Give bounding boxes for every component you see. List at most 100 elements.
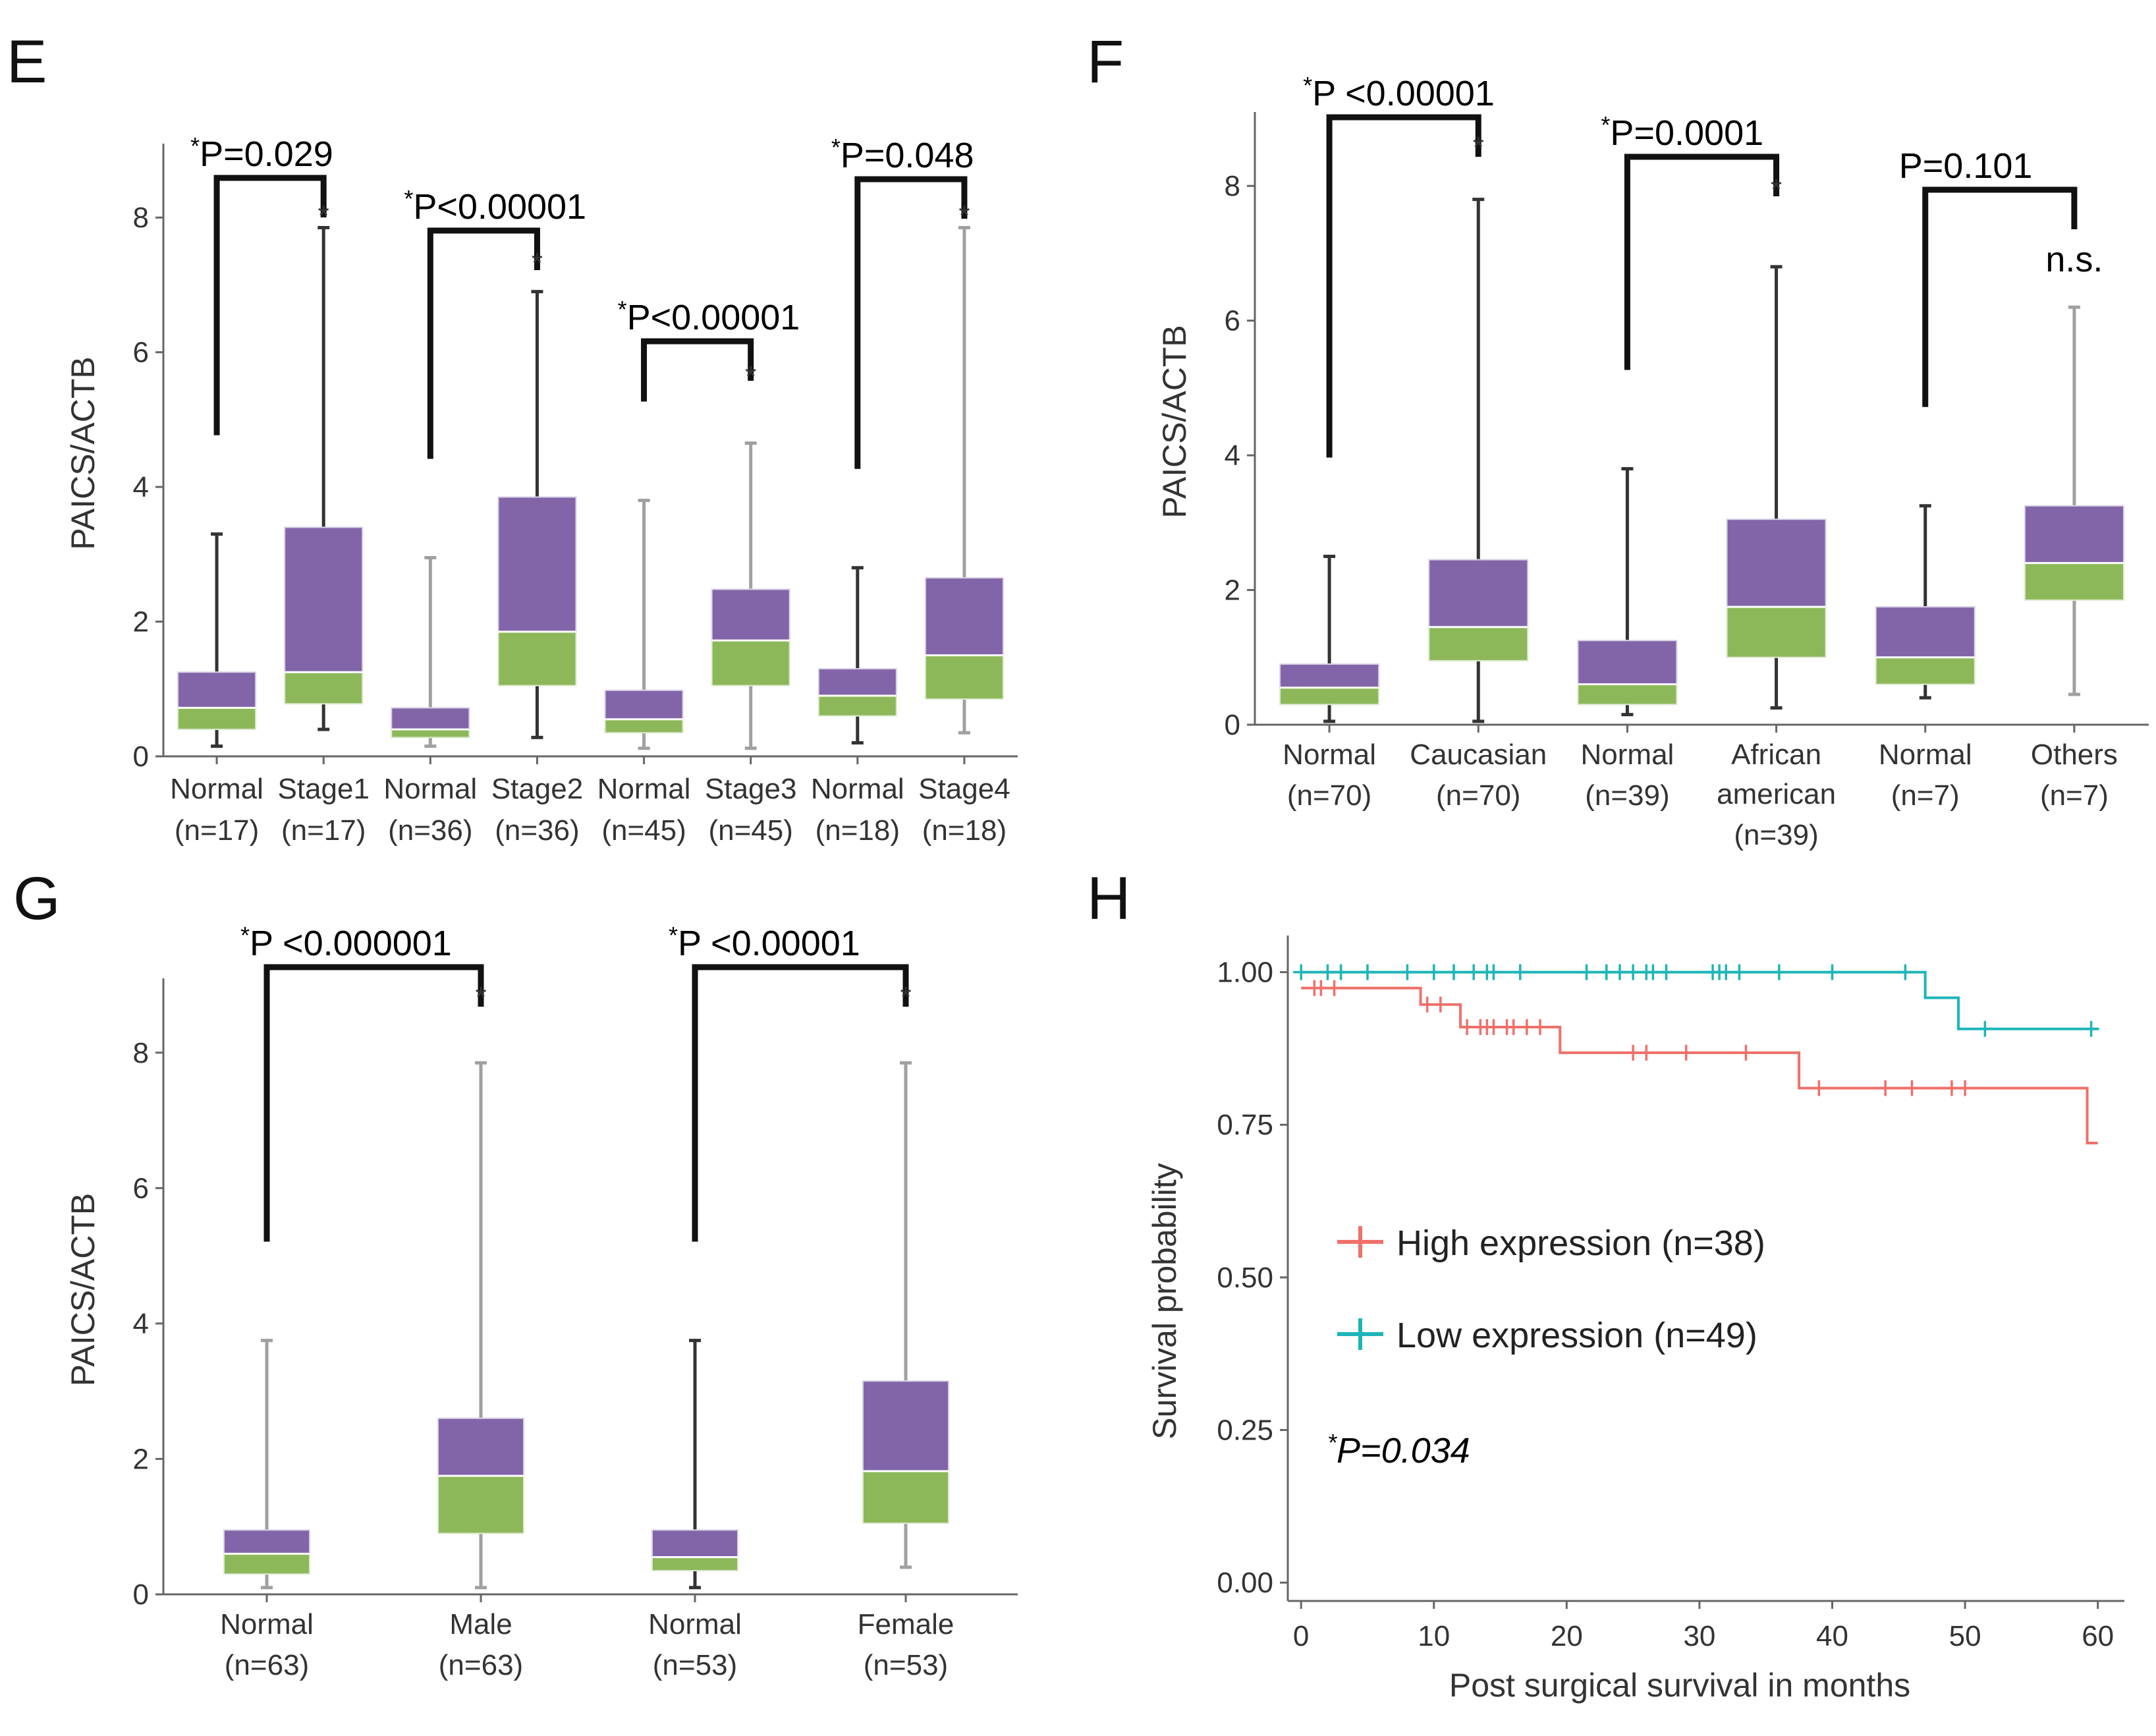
- x-category-count: (n=63): [439, 1649, 523, 1681]
- p-value-label: P=0.101: [1899, 146, 2033, 186]
- km-x-tick-label: 30: [1683, 1620, 1715, 1652]
- significance-star: *: [745, 360, 756, 393]
- box-lower-quartile: [391, 729, 470, 739]
- p-value-text: P <0.00001: [678, 924, 860, 963]
- panel-f-boxplot-race: 0 2 4 6 8 PAICS/ACTB Normal (n=70) Caucasian (n=7…: [1156, 72, 2149, 851]
- x-category-count: (n=17): [281, 814, 366, 847]
- x-category-count: (n=70): [1436, 779, 1520, 812]
- p-value-label: *P<0.00001: [404, 185, 586, 227]
- km-censor-mark: [1811, 1080, 1827, 1096]
- box-upper-quartile: [1428, 559, 1529, 628]
- box-lower-quartile: [1577, 683, 1678, 706]
- box-upper-quartile: [1875, 606, 1976, 658]
- y-tick-label: 2: [1225, 574, 1240, 607]
- x-category-label: Normal: [170, 773, 263, 805]
- box-upper-quartile: [177, 671, 257, 709]
- p-value-star: *: [404, 185, 413, 212]
- y-tick-label: 2: [133, 1443, 149, 1475]
- km-censor-mark: [1466, 964, 1482, 980]
- km-censor-mark: [1611, 964, 1628, 980]
- p-value-text: P=0.0001: [1610, 113, 1763, 153]
- km-x-axis-label: Post surgical survival in months: [1449, 1667, 1910, 1704]
- x-category-label: Stage1: [277, 773, 369, 805]
- x-category-count: (n=39): [1585, 779, 1669, 812]
- x-category-count: (n=36): [495, 814, 579, 847]
- km-y-tick-label: 0.75: [1217, 1109, 1273, 1141]
- panel-letter-h: H: [1087, 865, 1130, 932]
- box-lower-quartile: [437, 1475, 524, 1534]
- p-value-star: *: [240, 922, 250, 949]
- km-x-tick-label: 20: [1551, 1620, 1583, 1652]
- box-lower-quartile: [651, 1556, 738, 1572]
- box-upper-quartile: [391, 707, 470, 731]
- p-value-star: *: [831, 134, 841, 161]
- y-tick-label: 4: [133, 471, 149, 503]
- km-censor-mark: [1877, 1080, 1894, 1096]
- km-censor-mark: [1313, 980, 1329, 996]
- p-value-star: *: [1303, 72, 1312, 99]
- km-censor-mark: [1293, 964, 1310, 980]
- x-category-count: (n=17): [175, 814, 259, 847]
- x-category-label: Female: [858, 1608, 954, 1640]
- box-lower-quartile: [862, 1470, 949, 1525]
- box-upper-quartile: [1726, 518, 1827, 608]
- km-x-tick-label: 0: [1293, 1620, 1309, 1652]
- legend-label-high: High expression (n=38): [1396, 1223, 1765, 1263]
- x-category-label: Normal: [383, 773, 477, 805]
- km-censor-mark: [1731, 964, 1748, 980]
- y-tick-label: 2: [133, 606, 149, 638]
- box-upper-quartile: [437, 1417, 524, 1477]
- km-censor-mark: [1518, 1019, 1535, 1035]
- km-censor-mark: [1625, 1044, 1642, 1061]
- p-value-text: P <0.00001: [1312, 74, 1495, 113]
- p-value-text: P <0.000001: [250, 924, 452, 963]
- km-censor-mark: [1505, 1019, 1522, 1035]
- km-censor-mark: [1419, 996, 1435, 1013]
- panel-letter-e: E: [7, 28, 47, 96]
- p-value-label: *P=0.048: [831, 134, 974, 175]
- km-p-value-star: *: [1327, 1429, 1337, 1456]
- km-censor-mark: [1718, 964, 1734, 980]
- x-category-label: Normal: [1283, 739, 1376, 771]
- p-value-label: *P=0.0001: [1601, 111, 1763, 153]
- km-censor-mark: [1485, 1019, 1502, 1035]
- x-category-count: (n=7): [2040, 779, 2109, 812]
- km-p-value-text: P=0.034: [1337, 1431, 1470, 1470]
- x-category-label: Normal: [220, 1608, 314, 1640]
- km-censor-mark: [1425, 964, 1442, 980]
- p-value-star: *: [669, 922, 678, 949]
- box-upper-quartile: [651, 1529, 738, 1558]
- km-curve-high: [1301, 986, 2098, 1145]
- km-censor-mark: [1485, 964, 1502, 980]
- km-censor-mark: [1771, 964, 1787, 980]
- km-censor-mark: [1625, 964, 1642, 980]
- x-category-label: Stage4: [918, 773, 1010, 805]
- x-category-label-cont: american: [1717, 778, 1836, 810]
- p-value-text: P=0.029: [200, 134, 333, 174]
- p-value-label: *P=0.029: [190, 132, 333, 174]
- ns-mark: n.s.: [2045, 240, 2103, 279]
- box-lower-quartile: [223, 1553, 310, 1575]
- y-tick-label: 6: [1225, 305, 1240, 337]
- box-upper-quartile: [223, 1529, 310, 1555]
- x-category-count: (n=7): [1891, 779, 1960, 812]
- box-lower-quartile: [1279, 686, 1380, 706]
- box-lower-quartile: [604, 718, 684, 734]
- box-lower-quartile: [1428, 626, 1529, 661]
- p-value-star: *: [1601, 111, 1610, 138]
- box-upper-quartile: [2024, 505, 2124, 564]
- significance-star: *: [1771, 173, 1782, 206]
- box-lower-quartile: [1726, 606, 1827, 658]
- significance-star: *: [1473, 131, 1484, 163]
- significance-star: *: [532, 247, 543, 279]
- box-upper-quartile: [711, 588, 790, 642]
- significance-bracket: [263, 964, 484, 1242]
- km-censor-mark: [1432, 996, 1449, 1013]
- km-y-axis-label: Survival probability: [1146, 1163, 1183, 1440]
- p-value-label: *P <0.000001: [240, 922, 452, 963]
- box-upper-quartile: [924, 577, 1004, 656]
- box-lower-quartile: [924, 654, 1004, 700]
- km-censor-mark: [1319, 964, 1336, 980]
- significance-bracket: [854, 176, 968, 469]
- box-lower-quartile: [2024, 562, 2124, 601]
